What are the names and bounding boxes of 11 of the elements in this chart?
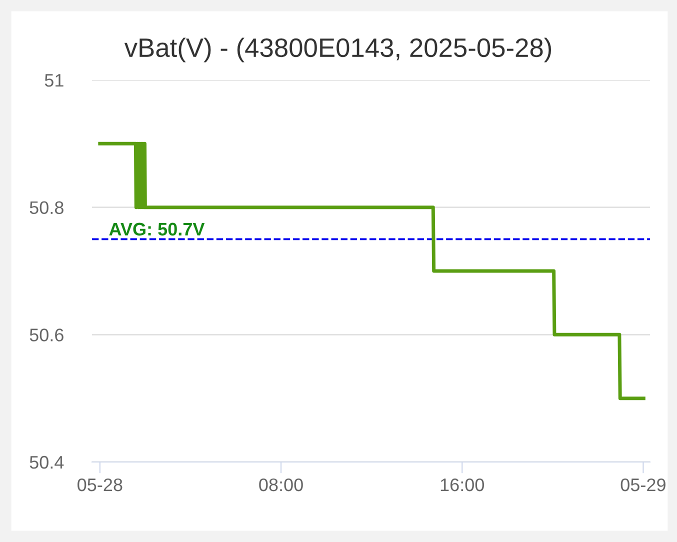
- ref-line-label: AVG: 50.7V: [109, 222, 205, 236]
- line-series: [98, 142, 646, 400]
- x-tick-label: 16:00: [440, 478, 484, 492]
- y-tick-label: 50.8: [30, 201, 64, 214]
- y-tick-label: 51: [44, 74, 64, 87]
- x-tick-label: 05-28: [78, 478, 122, 492]
- chart-title: vBat(V) - (43800E0143, 2025-05-28): [124, 38, 552, 62]
- y-tick-label: 50.4: [30, 456, 64, 469]
- x-tick-label: 05-29: [620, 478, 666, 492]
- y-tick-label: 50.6: [30, 328, 64, 342]
- x-tick-label: 08:00: [259, 478, 303, 492]
